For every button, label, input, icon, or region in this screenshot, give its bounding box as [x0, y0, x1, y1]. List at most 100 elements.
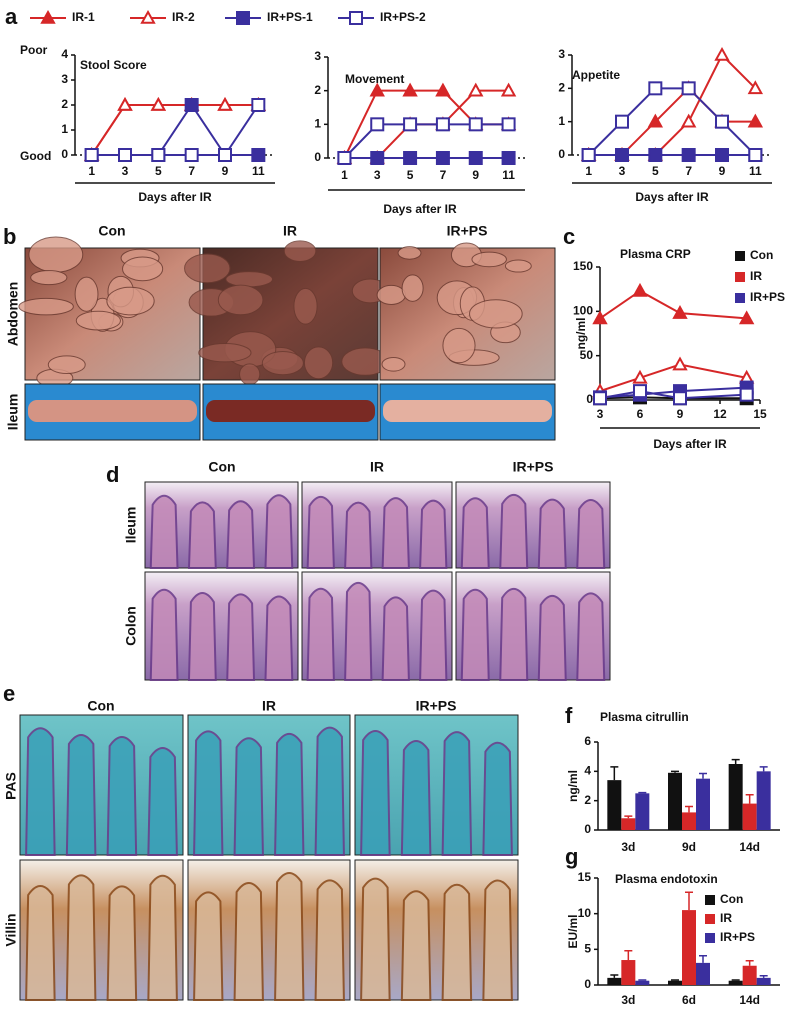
villus [147, 874, 178, 1001]
marker [673, 391, 687, 406]
row-label: Ileum [123, 507, 139, 544]
legend-marker [236, 11, 250, 25]
y-tick-label: 100 [573, 304, 593, 318]
villus [187, 592, 217, 681]
x-tick-label: 15 [753, 407, 767, 421]
marker [681, 148, 696, 162]
chart-title: Movement [345, 72, 404, 86]
y-tick-label: 3 [61, 72, 68, 86]
panel-label: e [3, 681, 15, 706]
y-tick-label: 0 [558, 147, 565, 161]
bowel-loop [381, 356, 406, 372]
series-line [588, 86, 756, 156]
image-texture [376, 242, 532, 372]
bowel-loop [469, 299, 523, 329]
row-label: Abdomen [5, 282, 21, 347]
marker [714, 46, 730, 61]
marker [738, 310, 755, 325]
row-label: PAS [3, 772, 19, 800]
x-axis-label: Days after IR [653, 437, 727, 451]
image-texture [460, 587, 606, 681]
villus [344, 581, 373, 681]
error-bar [731, 979, 740, 981]
bar [668, 980, 682, 985]
marker [680, 113, 697, 128]
villus [499, 587, 529, 681]
bowel-loop [18, 297, 74, 316]
marker [672, 305, 688, 319]
legend-label: IR [720, 911, 732, 925]
marker [632, 369, 648, 384]
villus [25, 885, 56, 1001]
bowel-loop [74, 276, 99, 312]
marker [615, 148, 629, 162]
image-texture [184, 240, 390, 386]
legend-label: IR-2 [172, 10, 195, 24]
marker [715, 114, 729, 129]
marker [184, 98, 199, 112]
x-tick-label: 7 [685, 164, 692, 178]
villus [460, 588, 490, 681]
villus [233, 882, 264, 1001]
series-line [599, 396, 747, 400]
legend-label: IR+PS-2 [380, 10, 426, 24]
x-tick-label: 5 [652, 164, 659, 178]
x-tick-label: 3d [621, 840, 635, 854]
error-bar [759, 974, 768, 978]
bowel-loop [217, 284, 264, 316]
marker [370, 151, 385, 165]
x-tick-label: 9d [682, 840, 696, 854]
image-texture [18, 236, 164, 388]
x-tick-label: 3d [621, 993, 635, 1007]
image-texture [306, 495, 448, 569]
image-texture [149, 494, 294, 569]
y-axis-label: ng/ml [574, 318, 588, 350]
x-tick-label: 7 [188, 164, 195, 178]
bowel-loop [401, 274, 424, 302]
marker [403, 151, 418, 165]
marker [217, 96, 233, 111]
error-bar [610, 974, 619, 978]
series-line [599, 289, 747, 320]
marker [501, 117, 516, 132]
x-tick-label: 3 [619, 164, 626, 178]
bowel-loop [198, 343, 252, 363]
legend-marker [349, 11, 363, 25]
marker [672, 356, 688, 371]
legend-label: Con [720, 892, 743, 906]
villus [381, 596, 410, 681]
column-label: IR [370, 459, 384, 475]
y-tick-label: 3 [558, 47, 565, 61]
legend-label: IR+PS [720, 930, 755, 944]
bar [742, 965, 757, 985]
x-tick-label: 6 [637, 407, 644, 421]
villus [499, 493, 529, 569]
y-tick-label: 2 [314, 83, 321, 97]
villus [193, 891, 224, 1001]
marker [715, 148, 729, 162]
y-tick-label: 4 [584, 764, 591, 778]
marker [747, 80, 764, 95]
marker [615, 114, 629, 129]
bar [607, 977, 622, 985]
y-tick-label: 1 [61, 122, 68, 136]
bowel-loop [504, 259, 532, 273]
x-tick-label: 9 [472, 168, 479, 182]
bar [756, 771, 771, 830]
column-label: Con [87, 698, 114, 714]
bowel-loop [397, 246, 422, 260]
y-tick-label: 2 [584, 793, 591, 807]
x-axis-label: Days after IR [138, 190, 212, 204]
marker [84, 148, 99, 162]
marker [435, 82, 451, 97]
series-line [343, 123, 509, 159]
bar [621, 818, 636, 830]
image-texture [306, 581, 448, 681]
x-tick-label: 11 [252, 164, 265, 178]
villus [576, 592, 606, 681]
bowel-loop [376, 284, 406, 306]
x-tick-label: 1 [88, 164, 95, 178]
image-texture [149, 588, 294, 681]
legend-label: IR+PS-1 [267, 10, 313, 24]
